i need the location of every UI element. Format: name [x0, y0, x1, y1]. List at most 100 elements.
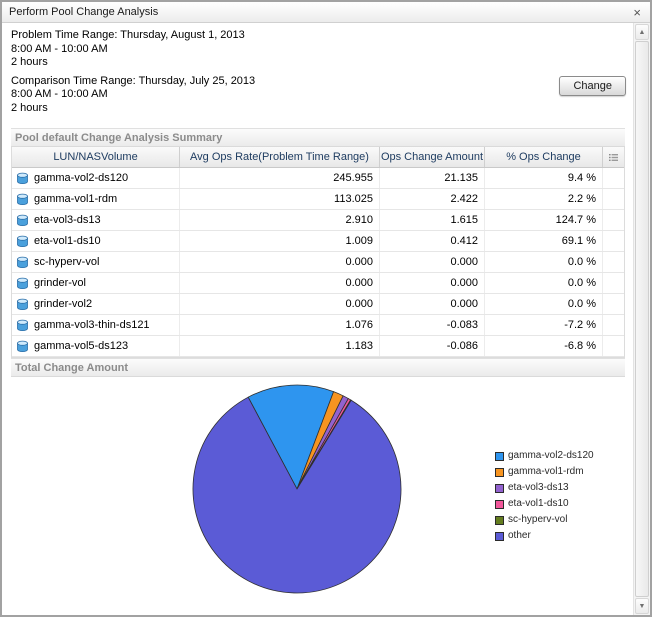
- lun-icon: [16, 214, 29, 227]
- legend-swatch: [495, 467, 504, 477]
- table-row[interactable]: eta-vol1-ds10 1.009 0.412 69.1 %: [12, 231, 624, 252]
- pie-slice-other: [192, 396, 402, 594]
- legend-item: other: [495, 531, 594, 541]
- change-analysis-table: LUN/NASVolume Avg Ops Rate(Problem Time …: [11, 147, 625, 358]
- problem-time-range-hours: 8:00 AM - 10:00 AM: [11, 42, 108, 55]
- pct-change-cell: 0.0 %: [485, 252, 603, 272]
- lun-name-cell: gamma-vol3-thin-ds121: [12, 315, 180, 335]
- scroll-up-icon[interactable]: ▲: [635, 24, 649, 40]
- avg-ops-cell: 1.009: [180, 231, 380, 251]
- comparison-time-range-group: Comparison Time Range: Thursday, July 25…: [11, 75, 625, 116]
- titlebar: Perform Pool Change Analysis ×: [2, 2, 650, 23]
- pct-change-cell: -6.8 %: [485, 336, 603, 356]
- lun-name: eta-vol3-ds13: [34, 214, 101, 226]
- table-row[interactable]: gamma-vol2-ds120 245.955 21.135 9.4 %: [12, 168, 624, 189]
- legend-swatch: [495, 483, 504, 493]
- col-header-ops-change-amount[interactable]: Ops Change Amount: [380, 147, 485, 167]
- table-row[interactable]: grinder-vol2 0.000 0.000 0.0 %: [12, 294, 624, 315]
- lun-name-cell: gamma-vol2-ds120: [12, 168, 180, 188]
- table-header-row: LUN/NASVolume Avg Ops Rate(Problem Time …: [12, 147, 624, 168]
- spacer-cell: [603, 168, 624, 188]
- avg-ops-cell: 113.025: [180, 189, 380, 209]
- avg-ops-cell: 0.000: [180, 273, 380, 293]
- problem-time-range-label: Problem Time Range: Thursday, August 1, …: [11, 29, 245, 41]
- summary-section-header: Pool default Change Analysis Summary: [11, 128, 625, 147]
- pie-slice-gamma-vol2-ds120: [247, 384, 335, 490]
- spacer-cell: [603, 273, 624, 293]
- dialog-body: Problem Time Range: Thursday, August 1, …: [2, 23, 650, 615]
- pie-chart: [192, 384, 402, 594]
- lun-icon: [16, 172, 29, 185]
- legend-swatch: [495, 499, 504, 509]
- col-header-avg-ops-rate[interactable]: Avg Ops Rate(Problem Time Range): [180, 147, 380, 167]
- comparison-time-range-duration: 2 hours: [11, 101, 48, 114]
- col-header-pct-ops-change[interactable]: % Ops Change: [485, 147, 603, 167]
- ops-change-cell: 1.615: [380, 210, 485, 230]
- pct-change-cell: -7.2 %: [485, 315, 603, 335]
- table-row[interactable]: grinder-vol 0.000 0.000 0.0 %: [12, 273, 624, 294]
- table-row[interactable]: sc-hyperv-vol 0.000 0.000 0.0 %: [12, 252, 624, 273]
- lun-name-cell: sc-hyperv-vol: [12, 252, 180, 272]
- pie-chart-area: gamma-vol2-ds120 gamma-vol1-rdm eta-vol3…: [11, 377, 625, 613]
- lun-name: sc-hyperv-vol: [34, 256, 100, 268]
- ops-change-cell: 0.000: [380, 273, 485, 293]
- pct-change-cell: 2.2 %: [485, 189, 603, 209]
- avg-ops-cell: 0.000: [180, 252, 380, 272]
- legend-item: gamma-vol1-rdm: [495, 467, 594, 477]
- pct-change-cell: 0.0 %: [485, 273, 603, 293]
- legend-item: eta-vol1-ds10: [495, 499, 594, 509]
- comparison-time-range-hours: 8:00 AM - 10:00 AM: [11, 88, 108, 100]
- lun-icon: [16, 277, 29, 290]
- lun-icon: [16, 319, 29, 332]
- table-row[interactable]: eta-vol3-ds13 2.910 1.615 124.7 %: [12, 210, 624, 231]
- vertical-scrollbar[interactable]: ▲ ▼: [633, 23, 650, 615]
- ops-change-cell: -0.083: [380, 315, 485, 335]
- problem-time-range-duration: 2 hours: [11, 56, 48, 68]
- problem-time-range-group: Problem Time Range: Thursday, August 1, …: [11, 29, 625, 70]
- spacer-cell: [603, 294, 624, 314]
- legend-label: gamma-vol1-rdm: [508, 466, 584, 477]
- ops-change-cell: 0.412: [380, 231, 485, 251]
- scroll-down-icon[interactable]: ▼: [635, 598, 649, 614]
- spacer-cell: [603, 189, 624, 209]
- column-options-icon[interactable]: [603, 147, 624, 167]
- time-range-info: Problem Time Range: Thursday, August 1, …: [11, 29, 625, 115]
- pct-change-cell: 0.0 %: [485, 294, 603, 314]
- table-row[interactable]: gamma-vol1-rdm 113.025 2.422 2.2 %: [12, 189, 624, 210]
- spacer-cell: [603, 336, 624, 356]
- table-row[interactable]: gamma-vol5-ds123 1.183 -0.086 -6.8 %: [12, 336, 624, 357]
- lun-name: gamma-vol1-rdm: [34, 193, 118, 205]
- lun-name-cell: grinder-vol: [12, 273, 180, 293]
- change-button[interactable]: Change: [559, 76, 626, 96]
- close-icon[interactable]: ×: [633, 4, 641, 20]
- lun-name-cell: gamma-vol5-ds123: [12, 336, 180, 356]
- chart-legend: gamma-vol2-ds120 gamma-vol1-rdm eta-vol3…: [495, 451, 594, 547]
- legend-label: other: [508, 530, 531, 541]
- avg-ops-cell: 2.910: [180, 210, 380, 230]
- scrollbar-thumb[interactable]: [635, 41, 649, 597]
- table-row[interactable]: gamma-vol3-thin-ds121 1.076 -0.083 -7.2 …: [12, 315, 624, 336]
- legend-swatch: [495, 531, 504, 541]
- lun-name-cell: eta-vol3-ds13: [12, 210, 180, 230]
- lun-icon: [16, 340, 29, 353]
- legend-label: sc-hyperv-vol: [508, 514, 568, 525]
- spacer-cell: [603, 231, 624, 251]
- lun-icon: [16, 298, 29, 311]
- spacer-cell: [603, 252, 624, 272]
- dialog-content: Problem Time Range: Thursday, August 1, …: [2, 23, 633, 615]
- lun-name-cell: eta-vol1-ds10: [12, 231, 180, 251]
- lun-name: grinder-vol2: [34, 298, 93, 310]
- dialog-title: Perform Pool Change Analysis: [9, 6, 159, 18]
- legend-item: sc-hyperv-vol: [495, 515, 594, 525]
- legend-label: eta-vol1-ds10: [508, 498, 569, 509]
- lun-name: grinder-vol: [34, 277, 86, 289]
- avg-ops-cell: 245.955: [180, 168, 380, 188]
- pct-change-cell: 69.1 %: [485, 231, 603, 251]
- ops-change-cell: 2.422: [380, 189, 485, 209]
- ops-change-cell: 0.000: [380, 252, 485, 272]
- col-header-lun-nasvolume[interactable]: LUN/NASVolume: [12, 147, 180, 167]
- lun-icon: [16, 193, 29, 206]
- ops-change-cell: 21.135: [380, 168, 485, 188]
- ops-change-cell: 0.000: [380, 294, 485, 314]
